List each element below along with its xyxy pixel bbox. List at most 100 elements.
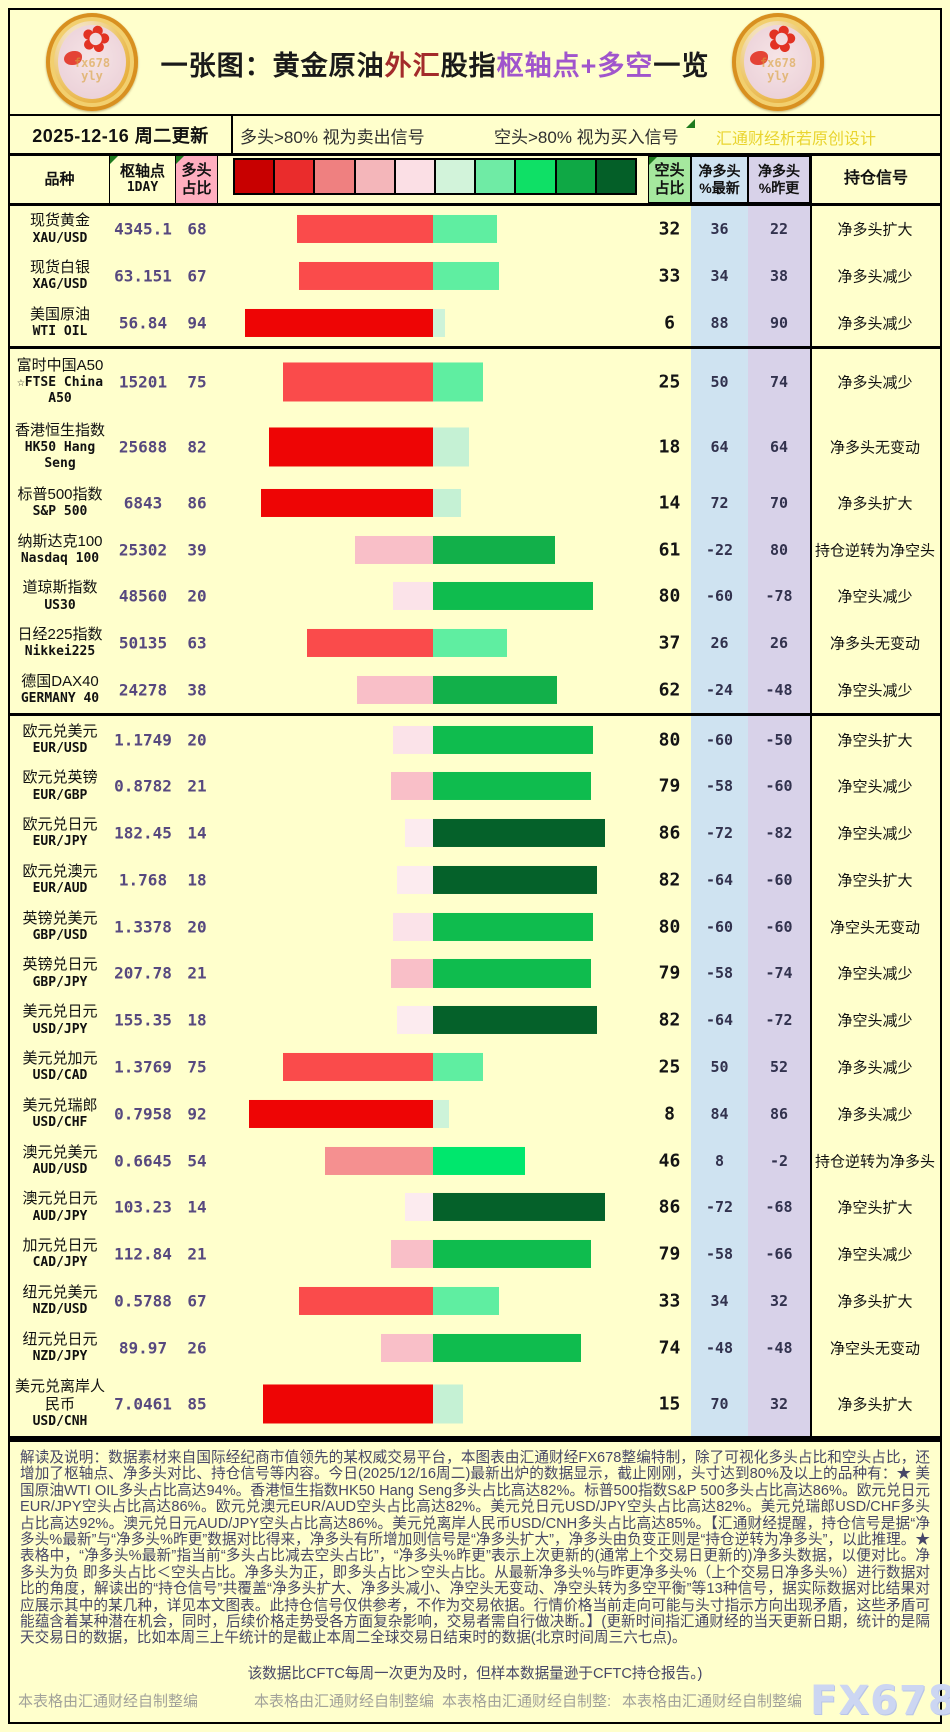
table-row: 日经225指数 Nikkei225 50135 63 37 26 26 净多头无变动	[10, 620, 940, 667]
table-header: 品种 枢轴点 1DAY 多头 占比 空头 占比 净多头 %最新 净多头 %昨更 …	[10, 156, 940, 206]
short-bar	[433, 772, 591, 801]
long-bar	[391, 1240, 433, 1269]
product-cell: 欧元兑日元 EUR/JPY	[10, 816, 110, 850]
long-label-line2: 占比	[181, 179, 212, 197]
table-row: 美国原油 WTI OIL 56.84 94 6 88 90 净多头减少	[10, 300, 940, 350]
long-bar	[357, 675, 433, 704]
pivot-value: 0.7958	[114, 1104, 172, 1124]
short-pct-value: 8	[664, 1103, 675, 1125]
product-cell: 美国原油 WTI OIL	[10, 306, 110, 340]
long-short-bar	[397, 1006, 597, 1035]
product-code: EUR/GBP	[32, 787, 88, 803]
long-short-bar	[283, 362, 483, 402]
long-bar	[297, 215, 433, 244]
short-pct-value: 86	[658, 1196, 681, 1218]
pivot-value: 89.97	[118, 1338, 168, 1358]
net-long-latest-value: 70	[710, 1394, 729, 1413]
column-header-net-long-latest: 净多头 %最新	[691, 156, 748, 203]
short-bar	[433, 308, 445, 337]
product-cell: 纳斯达克100 Nasdaq 100	[10, 532, 110, 566]
table-row: 英镑兑美元 GBP/USD 1.3378 20 80 -60 -60 净空头无变动	[10, 903, 940, 950]
product-code: GERMANY 40	[20, 691, 100, 707]
product-name: 欧元兑日元	[22, 816, 98, 834]
column-header-short-pct: 空头 占比	[648, 156, 691, 203]
net-long-latest-value: -24	[705, 680, 734, 699]
pivot-value: 4345.1	[114, 219, 172, 239]
net-long-latest-column-strip	[691, 206, 748, 1439]
coin-watermark: fx678 yly	[759, 56, 797, 83]
table-body: 现货黄金 XAU/USD 4345.1 68 32 36 22 净多头扩大 现货白银 XAG/US…	[10, 206, 940, 1442]
legend-short-rule: 空头>80% 视为买入信号	[494, 128, 679, 147]
short-bar	[433, 1146, 525, 1175]
net-long-latest-value: 50	[710, 1057, 729, 1076]
fx678-coin-logo-right: ✿ fx678 yly	[732, 13, 824, 111]
product-cell: 现货黄金 XAU/USD	[10, 212, 110, 246]
pivot-value: 1.3378	[114, 917, 172, 937]
position-signal: 持仓逆转为净空头	[814, 542, 935, 560]
long-pct-value: 39	[187, 540, 207, 560]
product-name: 英镑兑日元	[22, 956, 98, 974]
long-bar	[391, 772, 433, 801]
coin-inner: ✿ fx678 yly	[744, 25, 812, 99]
product-name: 富时中国A50	[16, 356, 104, 374]
long-bar	[355, 535, 433, 564]
product-name: 欧元兑美元	[22, 722, 98, 740]
short-pct-value: 82	[658, 869, 681, 891]
short-pct-value: 25	[658, 371, 681, 393]
product-code: HK50 Hang	[24, 440, 96, 456]
long-pct-value: 21	[187, 1244, 207, 1264]
legend-long-rule: 多头>80% 视为卖出信号	[240, 128, 425, 147]
net-long-previous-value: 32	[769, 1394, 789, 1413]
long-pct-value: 14	[187, 1197, 207, 1217]
product-cell: 加元兑日元 CAD/JPY	[10, 1237, 110, 1271]
net-long-previous-value: -60	[765, 870, 793, 889]
net-prev-line2: %昨更	[758, 179, 800, 196]
column-header-signal: 持仓信号	[810, 156, 940, 203]
update-date: 2025-12-16 周二更新	[10, 116, 233, 153]
long-short-bar	[245, 308, 445, 337]
table-row: 加元兑日元 CAD/JPY 112.84 21 79 -58 -66 净空头减少	[10, 1231, 940, 1278]
net-long-previous-value: -48	[765, 1338, 793, 1357]
fx678-watermark: FX678	[810, 1678, 950, 1724]
product-cell: 日经225指数 Nikkei225	[10, 626, 110, 660]
net-long-latest-value: -64	[705, 1011, 734, 1030]
pivot-value: 48560	[118, 586, 168, 606]
table-row: 香港恒生指数 HK50 Hang Seng 25688 82 18 64 64 净多头无变动	[10, 414, 940, 479]
pivot-value: 7.0461	[114, 1394, 172, 1413]
product-cell: 英镑兑美元 GBP/USD	[10, 910, 110, 944]
pivot-value: 24278	[118, 680, 168, 700]
pivot-value: 155.35	[114, 1010, 172, 1030]
long-short-bar	[263, 1383, 463, 1424]
product-cell: 澳元兑日元 AUD/JPY	[10, 1190, 110, 1224]
table-row: 纽元兑日元 NZD/JPY 89.97 26 74 -48 -48 净空头无变动	[10, 1324, 940, 1371]
scale-swatch	[395, 160, 437, 193]
product-name: 香港恒生指数	[14, 421, 105, 439]
position-signal: 净空头减少	[837, 1012, 913, 1030]
long-bar	[393, 725, 433, 754]
net-long-previous-value: -66	[765, 1245, 793, 1264]
position-signal: 净空头扩大	[837, 1199, 913, 1217]
short-bar	[433, 1099, 449, 1128]
net-long-previous-value: -78	[765, 587, 793, 606]
signal-column-divider	[810, 206, 812, 1439]
title-section: ✿ fx678 yly 一张图：黄金原油外汇股指枢轴点+多空一览 ✿ fx678 y…	[10, 10, 940, 116]
product-name: 纳斯达克100	[17, 532, 103, 550]
product-code: US30	[44, 597, 76, 613]
pivot-value: 103.23	[114, 1197, 172, 1217]
net-long-previous-value: -68	[765, 1198, 793, 1217]
product-code: WTI OIL	[32, 324, 88, 340]
product-code: Nasdaq 100	[20, 550, 100, 566]
pivot-value: 1.768	[118, 870, 168, 890]
product-name: 美元兑离岸人	[14, 1377, 105, 1395]
net-long-latest-value: 88	[710, 313, 729, 332]
long-short-bar	[269, 427, 469, 467]
long-bar	[405, 1193, 433, 1222]
table-row: 现货白银 XAG/USD 63.151 67 33 34 38 净多头减少	[10, 253, 940, 300]
scale-swatch	[315, 160, 356, 193]
product-name: 现货白银	[29, 259, 90, 277]
product-cell: 美元兑加元 USD/CAD	[10, 1050, 110, 1084]
table-row: 英镑兑日元 GBP/JPY 207.78 21 79 -58 -74 净空头减少	[10, 950, 940, 997]
short-pct-value: 79	[658, 1243, 681, 1265]
position-signal: 净空头减少	[837, 825, 913, 843]
product-cell: 道琼斯指数 US30	[10, 579, 110, 613]
